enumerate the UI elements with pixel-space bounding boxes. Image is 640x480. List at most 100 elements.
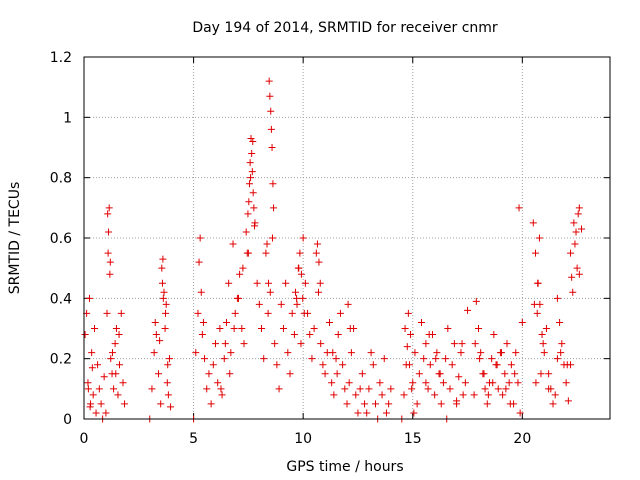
data-point [571,240,579,248]
data-point [490,331,498,339]
data-point [361,400,369,408]
data-point [250,204,258,212]
data-point [217,385,225,393]
y-tick-label: 1 [63,110,72,126]
data-point [157,400,165,408]
x-tick-label: 20 [513,431,531,447]
data-point [545,370,553,378]
data-point [266,288,274,296]
data-point [167,403,175,411]
data-point [112,370,120,378]
data-point [310,325,318,332]
data-point [286,370,294,378]
data-point [216,325,224,332]
data-point [265,279,273,287]
data-point [277,300,285,308]
data-point [88,364,96,372]
data-point [501,370,509,378]
data-point [235,294,243,302]
data-point [475,325,482,332]
data-point [319,361,327,369]
data-point [476,355,484,363]
data-point [329,349,337,357]
data-point [209,361,217,369]
data-point [236,270,244,278]
data-point [290,331,298,339]
data-point [255,300,263,308]
data-point [405,361,413,369]
data-point [444,325,452,332]
data-point [358,370,366,378]
data-point [192,349,200,357]
data-point [195,258,203,266]
data-point [249,189,257,197]
data-point [162,309,170,317]
data-point [413,400,421,408]
data-point [108,349,116,357]
data-point [573,264,581,272]
data-point [260,355,268,363]
data-point [387,385,395,393]
plot-frame [83,56,611,420]
data-point [205,370,213,378]
data-point [455,373,463,381]
data-point [212,340,219,348]
data-point [89,391,97,399]
data-point [103,309,111,317]
data-point [408,385,416,393]
data-point [553,355,561,363]
y-tick-label: 1.2 [50,50,72,66]
data-point [330,391,338,399]
data-point [484,391,492,399]
data-point [268,144,276,151]
data-point [231,309,239,317]
data-point [343,400,351,408]
data-point [422,340,430,348]
data-point [247,174,255,182]
data-point [270,204,278,212]
data-point [472,297,480,305]
data-point [437,400,445,408]
data-point [538,331,546,339]
data-point [275,385,283,393]
data-point [264,309,272,317]
data-point [294,264,302,272]
data-point [116,361,124,369]
data-point [226,370,234,378]
data-point [268,234,276,242]
data-point [198,331,206,339]
data-point [95,385,103,393]
data-point [214,379,222,387]
data-point [86,403,94,411]
data-point [477,349,485,357]
data-point [503,340,511,348]
data-point [511,370,519,378]
data-point [107,355,115,363]
y-axis-label: SRMTID / TECUs [7,182,23,295]
data-point [367,349,375,357]
data-point [111,340,119,348]
data-point [251,222,259,230]
data-point [152,331,160,339]
data-point [572,228,580,236]
data-point [265,77,273,85]
data-point [506,400,514,408]
data-point [263,240,271,248]
data-point [271,340,279,348]
data-point [197,288,205,296]
data-point [163,379,171,387]
data-point [115,331,123,339]
data-point [91,325,99,332]
data-point [493,361,501,369]
data-point [238,325,246,332]
data-point [117,309,125,317]
data-point [267,125,275,133]
data-point [196,234,204,242]
data-point [450,340,458,348]
data-point [258,325,266,332]
data-point [457,349,465,357]
data-point [530,300,538,308]
y-tick-label: 0.4 [50,291,72,307]
data-point [352,391,360,399]
